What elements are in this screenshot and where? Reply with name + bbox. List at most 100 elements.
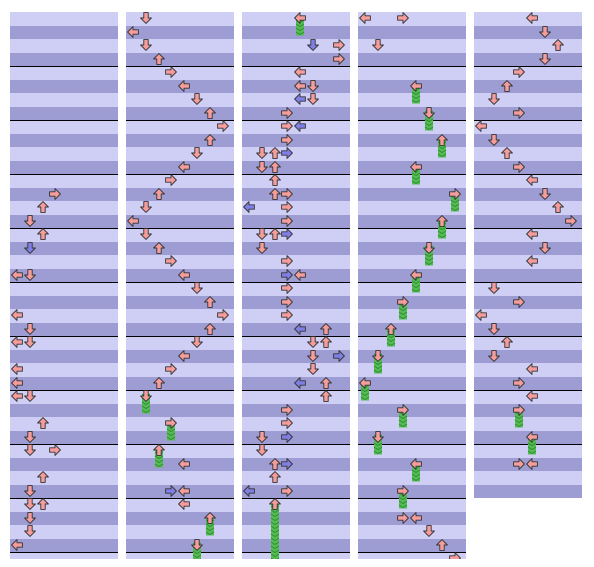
beat-band	[126, 309, 234, 323]
down-arrow-icon	[255, 160, 268, 173]
beat-band	[126, 538, 234, 552]
chart-column-4	[358, 12, 466, 559]
beat-band	[358, 255, 466, 269]
beat-band	[10, 106, 118, 120]
beat-band	[126, 336, 234, 350]
down-arrow-icon	[191, 282, 203, 294]
measure-line	[10, 444, 118, 445]
left-arrow-icon	[526, 390, 539, 402]
right-arrow-icon	[281, 457, 294, 470]
measure-line	[358, 336, 466, 337]
beat-band	[10, 390, 118, 404]
beat-band	[474, 52, 582, 66]
beat-band	[474, 336, 582, 350]
left-arrow-icon	[178, 160, 191, 173]
right-arrow-icon	[448, 187, 461, 200]
chart-column-5	[474, 12, 582, 498]
up-arrow-icon	[36, 498, 49, 510]
beat-band	[126, 403, 234, 417]
beat-band	[474, 66, 582, 80]
beat-band	[126, 174, 234, 188]
beat-band	[358, 336, 466, 350]
beat-band	[242, 160, 350, 174]
up-arrow-icon	[320, 336, 332, 348]
right-arrow-icon	[281, 201, 294, 213]
measure-line	[242, 336, 350, 337]
right-arrow-icon	[281, 268, 294, 281]
right-arrow-icon	[397, 484, 410, 497]
beat-band	[242, 174, 350, 188]
beat-band	[358, 241, 466, 255]
beat-band	[10, 147, 118, 161]
measure-line	[358, 66, 466, 67]
beat-band	[474, 187, 582, 201]
right-arrow-icon	[281, 106, 294, 119]
right-arrow-icon	[513, 295, 526, 308]
down-arrow-icon	[539, 25, 551, 38]
beat-band	[126, 201, 234, 215]
measure-line	[10, 390, 118, 391]
beat-band	[10, 201, 118, 215]
beat-band	[126, 282, 234, 296]
beat-band	[10, 538, 118, 552]
beat-band	[126, 106, 234, 120]
up-arrow-icon	[204, 106, 216, 119]
beat-band	[242, 471, 350, 485]
beat-band	[126, 390, 234, 404]
beat-band	[474, 403, 582, 417]
beat-band	[358, 25, 466, 39]
beat-band	[358, 349, 466, 363]
beat-band	[10, 241, 118, 255]
measure-line	[474, 282, 582, 283]
left-arrow-icon	[526, 12, 539, 24]
beat-band	[10, 66, 118, 80]
measure-line	[126, 444, 234, 445]
right-arrow-icon	[281, 309, 294, 321]
left-arrow-icon	[11, 390, 23, 402]
right-arrow-icon	[216, 120, 229, 132]
beat-band	[358, 52, 466, 66]
right-arrow-icon	[281, 417, 294, 429]
beat-band	[126, 214, 234, 228]
left-arrow-icon	[410, 511, 423, 524]
up-arrow-icon	[36, 228, 49, 240]
beat-band	[474, 106, 582, 120]
measure-line	[474, 66, 582, 67]
measure-line	[242, 66, 350, 67]
left-arrow-icon	[11, 336, 23, 348]
up-arrow-icon	[152, 187, 165, 200]
right-arrow-icon	[332, 39, 345, 51]
beat-band	[358, 187, 466, 201]
right-arrow-icon	[332, 52, 345, 65]
down-arrow-icon	[487, 93, 500, 105]
left-arrow-icon	[127, 25, 139, 38]
beat-band	[10, 187, 118, 201]
down-arrow-icon	[23, 268, 36, 281]
left-arrow-icon	[294, 93, 307, 105]
right-arrow-icon	[513, 160, 526, 173]
beat-band	[474, 133, 582, 147]
chart-column-1	[10, 12, 118, 559]
down-arrow-icon	[487, 349, 500, 362]
beat-band	[10, 12, 118, 26]
beat-band	[10, 52, 118, 66]
beat-band	[10, 214, 118, 228]
hold-note-down	[423, 242, 435, 272]
measure-line	[10, 66, 118, 67]
left-arrow-icon	[178, 349, 191, 362]
beat-band	[242, 187, 350, 201]
down-arrow-icon	[307, 363, 319, 375]
beat-band	[474, 268, 582, 282]
measure-line	[126, 228, 234, 229]
beat-band	[126, 228, 234, 242]
measure-line	[358, 282, 466, 283]
up-arrow-icon	[268, 160, 281, 173]
beat-band	[474, 471, 582, 485]
beat-band	[358, 66, 466, 80]
up-arrow-icon	[268, 498, 281, 510]
measure-line	[358, 174, 466, 175]
beat-band	[10, 120, 118, 134]
left-arrow-icon	[11, 538, 23, 551]
up-arrow-icon	[268, 471, 281, 483]
down-arrow-icon	[191, 538, 203, 551]
